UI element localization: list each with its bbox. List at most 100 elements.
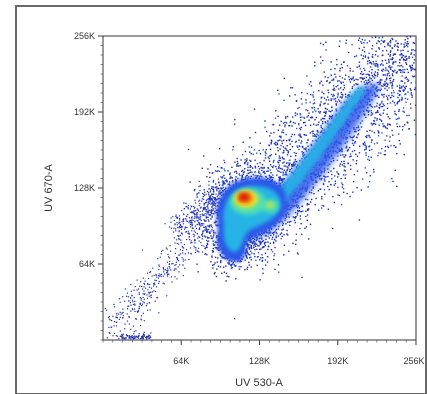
- event-dot: [211, 229, 213, 231]
- event-dot: [173, 269, 175, 271]
- event-dot: [306, 204, 308, 206]
- event-dot: [263, 172, 266, 174]
- event-dot: [391, 94, 393, 96]
- event-dot: [312, 187, 314, 189]
- event-dot: [408, 56, 410, 58]
- event-dot: [213, 264, 215, 266]
- event-dot: [253, 240, 255, 243]
- event-dot: [327, 175, 329, 178]
- event-dot: [348, 94, 350, 96]
- event-dot: [118, 313, 120, 315]
- event-dot: [183, 228, 185, 230]
- event-dot: [194, 206, 196, 208]
- event-dot: [248, 264, 251, 266]
- event-dot: [163, 269, 165, 271]
- event-dot: [149, 283, 151, 286]
- event-dot: [382, 123, 384, 125]
- event-dot: [396, 123, 398, 125]
- event-dot: [178, 222, 180, 224]
- event-dot: [254, 165, 256, 168]
- event-dot: [308, 149, 310, 151]
- event-dot: [379, 80, 381, 82]
- event-dot: [390, 77, 392, 79]
- event-dot: [375, 65, 377, 67]
- event-dot: [337, 176, 339, 178]
- event-dot: [333, 94, 335, 97]
- event-dot: [376, 81, 379, 84]
- event-dot: [371, 48, 373, 50]
- event-dot: [191, 222, 193, 224]
- event-dot: [108, 315, 110, 317]
- event-dot: [329, 116, 331, 118]
- event-dot: [380, 43, 382, 45]
- event-dot: [223, 180, 225, 183]
- event-dot: [143, 320, 145, 322]
- event-dot: [338, 80, 340, 82]
- event-dot: [327, 185, 329, 188]
- event-dot: [200, 225, 202, 227]
- event-dot: [336, 101, 338, 103]
- event-dot: [180, 239, 182, 241]
- event-dot: [413, 59, 416, 61]
- event-dot: [374, 74, 376, 77]
- event-dot: [299, 127, 301, 130]
- event-dot: [201, 234, 203, 236]
- event-dot: [384, 83, 386, 85]
- event-dot: [396, 71, 399, 73]
- event-dot: [254, 174, 256, 177]
- event-dot: [324, 193, 326, 195]
- event-dot: [325, 99, 328, 101]
- event-dot: [361, 120, 363, 122]
- event-dot: [208, 195, 210, 197]
- event-dot: [359, 122, 362, 124]
- event-dot: [193, 240, 195, 242]
- event-dot: [301, 157, 303, 160]
- event-dot: [280, 144, 282, 147]
- event-dot: [294, 217, 297, 219]
- event-dot: [326, 80, 328, 82]
- event-dot: [322, 84, 324, 86]
- event-dot: [183, 220, 185, 222]
- event-dot: [388, 58, 390, 61]
- event-dot: [404, 124, 406, 126]
- event-dot: [383, 104, 385, 107]
- event-dot: [122, 308, 124, 310]
- event-dot: [373, 63, 375, 65]
- event-dot: [303, 154, 305, 157]
- event-dot: [289, 168, 291, 171]
- event-dot: [405, 101, 407, 103]
- event-dot: [376, 119, 378, 121]
- event-dot: [337, 155, 339, 157]
- event-dot: [206, 190, 209, 193]
- event-dot: [387, 44, 389, 46]
- event-dot: [294, 122, 296, 124]
- event-dot: [259, 175, 261, 178]
- event-dot: [376, 142, 378, 144]
- event-dot: [389, 41, 392, 44]
- event-dot: [408, 57, 410, 59]
- event-dot: [406, 41, 409, 43]
- event-dot: [275, 144, 277, 146]
- event-dot: [271, 165, 273, 168]
- event-dot: [238, 265, 240, 268]
- event-dot: [308, 203, 310, 205]
- event-dot: [399, 59, 401, 61]
- event-dot: [214, 241, 216, 243]
- event-dot: [415, 104, 416, 106]
- event-dot: [344, 74, 347, 76]
- event-dot: [379, 118, 381, 120]
- event-dot: [295, 166, 298, 168]
- event-dot: [283, 244, 286, 246]
- event-dot: [344, 170, 346, 172]
- event-dot: [401, 56, 403, 58]
- event-dot: [147, 289, 149, 291]
- event-dot: [305, 226, 308, 228]
- event-dot: [234, 118, 236, 121]
- event-dot: [289, 143, 291, 145]
- event-dot: [392, 89, 395, 92]
- event-dot: [215, 221, 218, 223]
- event-dot: [334, 89, 336, 91]
- event-dot: [207, 240, 209, 242]
- x-tick-label: 128K: [249, 356, 270, 366]
- event-dot: [224, 170, 226, 172]
